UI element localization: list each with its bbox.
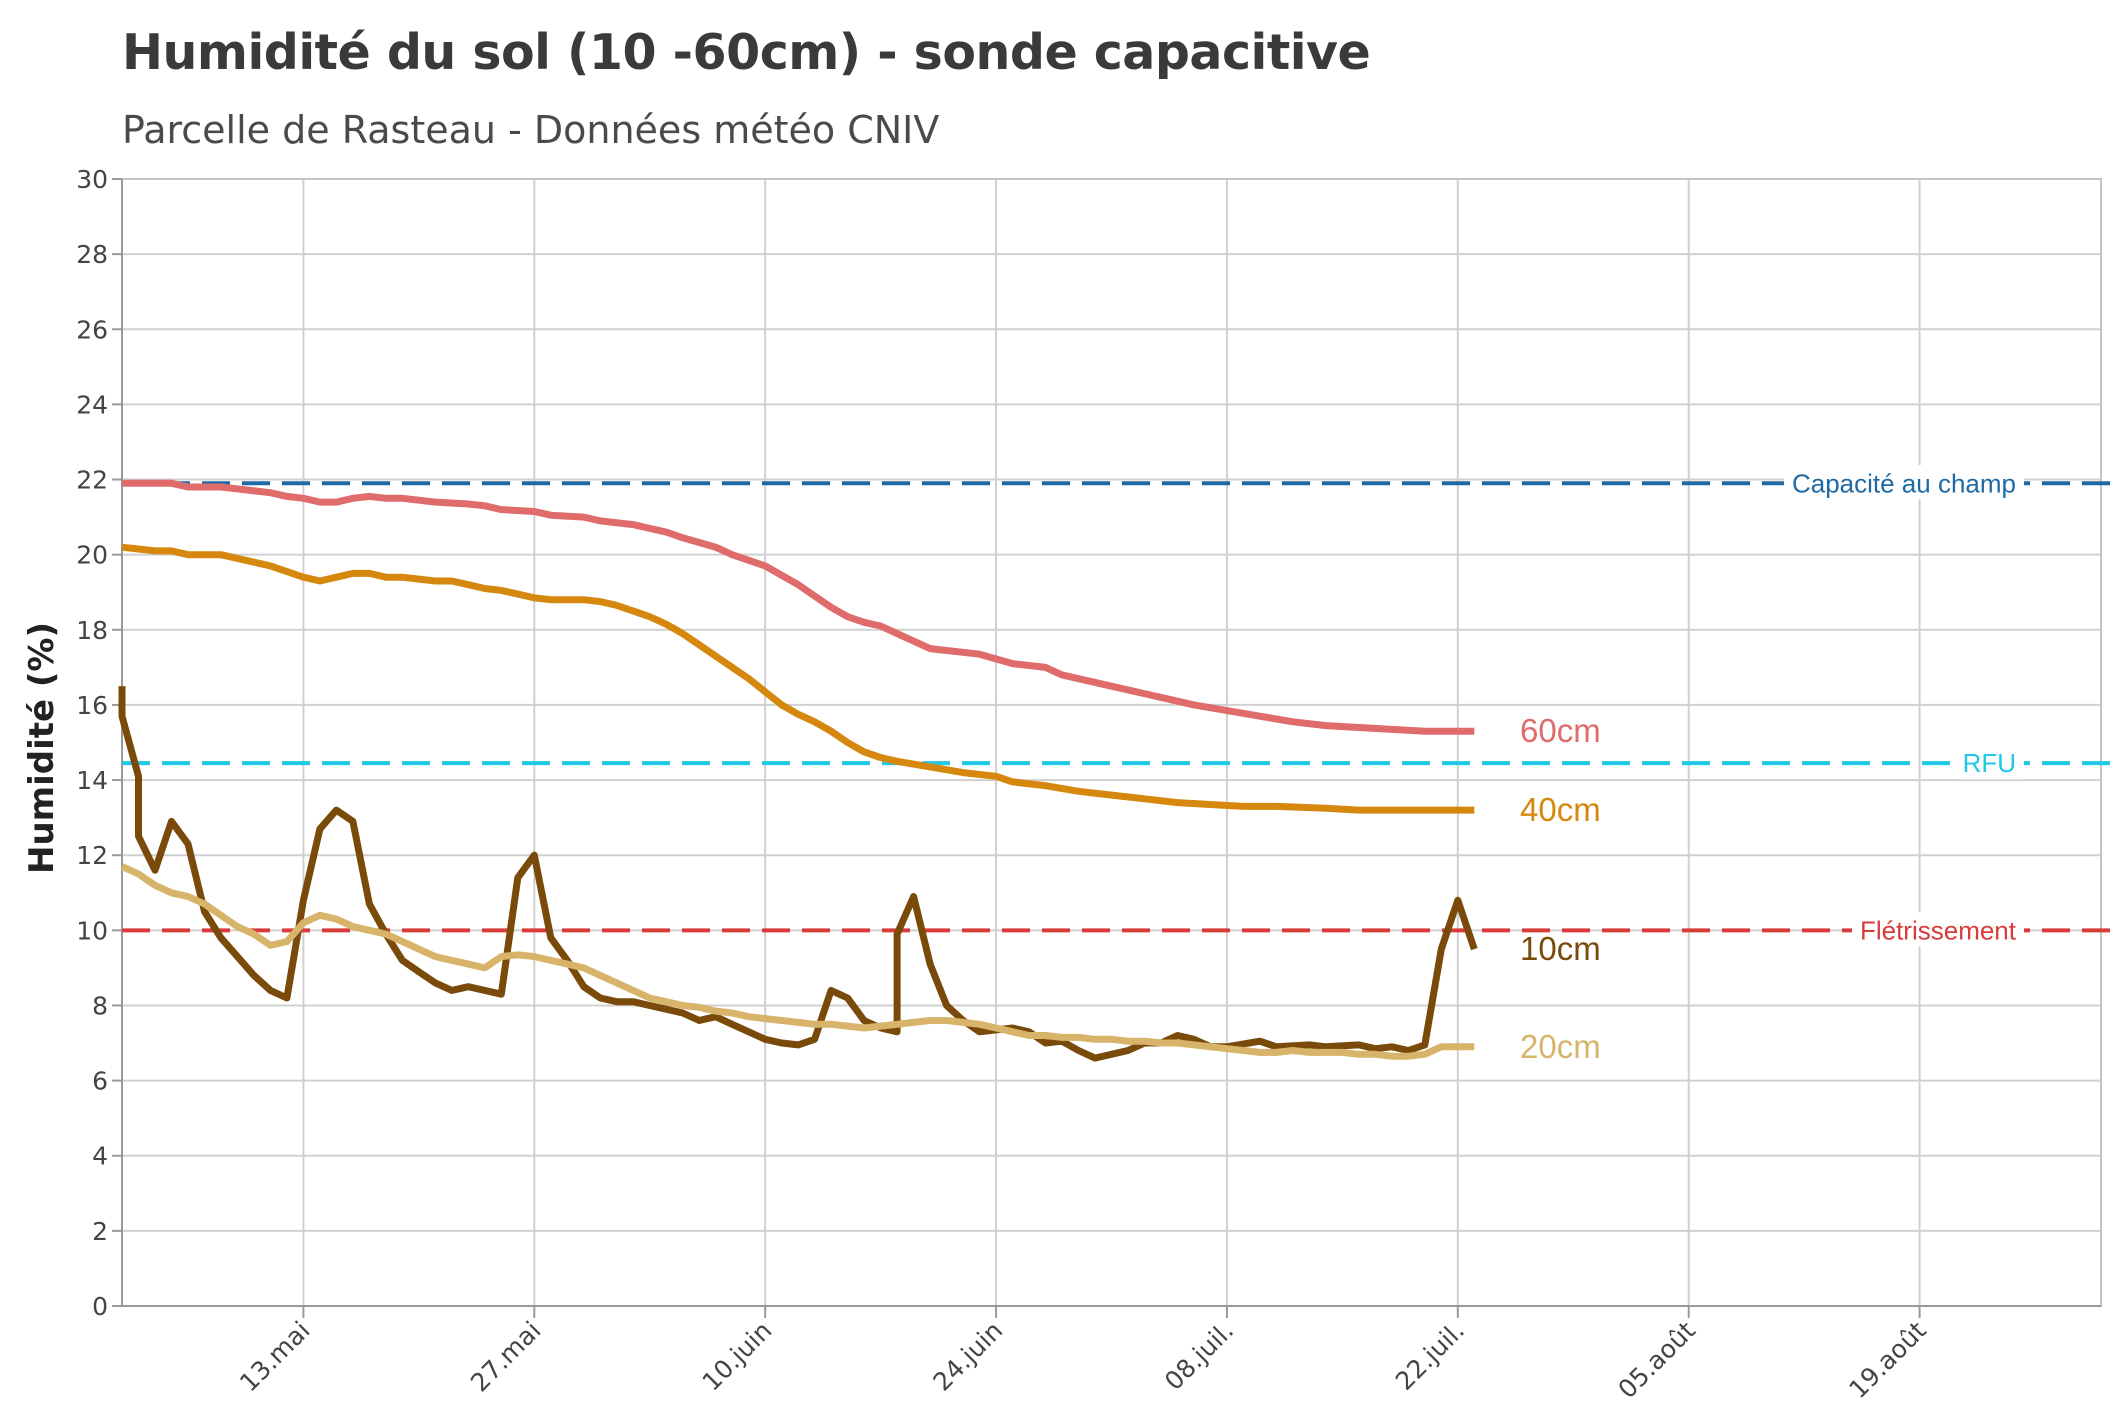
y-tick-label: 8: [92, 991, 108, 1020]
y-tick-label: 24: [76, 390, 108, 419]
y-tick-label: 0: [92, 1292, 108, 1321]
y-tick-label: 4: [92, 1142, 108, 1171]
x-tick-label: 24.juin: [927, 1316, 1008, 1397]
x-axis: 13.mai 27.mai 10.juin 24.juin 08.juil. 22.jui…: [122, 1305, 2101, 1405]
series-label-40cm: 40cm: [1520, 791, 1601, 828]
y-tick-label: 30: [76, 165, 108, 194]
y-tick-label: 20: [76, 541, 108, 570]
x-tick-label: 05.août: [1613, 1316, 1702, 1405]
series-line-40cm: [121, 543, 1475, 814]
reference-label-background: [1954, 745, 2024, 780]
y-tick-label: 16: [76, 691, 108, 720]
chart-subtitle: Parcelle de Rasteau - Données météo CNIV: [122, 108, 940, 152]
y-axis-title: Humidité (%): [22, 622, 62, 874]
x-tick-label: 08.juil.: [1159, 1316, 1239, 1396]
y-tick-label: 22: [76, 466, 108, 495]
y-tick-label: 14: [76, 766, 108, 795]
plot-frame: [121, 178, 2102, 1307]
reference-label-fletrissement: Flétrissement: [1860, 915, 2017, 945]
x-tick-label: 22.juil.: [1390, 1316, 1470, 1396]
series-label-20cm: 20cm: [1520, 1028, 1601, 1065]
y-tick-label: 6: [92, 1067, 108, 1096]
series-label-60cm: 60cm: [1520, 712, 1601, 749]
series-line-20cm: [120, 863, 1475, 1060]
reference-label-capacite-au-champ: Capacité au champ: [1792, 468, 2016, 498]
chart-grid: [121, 178, 2102, 1307]
y-tick-label: 26: [76, 315, 108, 344]
y-tick-label: 10: [76, 916, 108, 945]
x-tick-label: 19.août: [1843, 1316, 1932, 1405]
series-lines: [118, 479, 1478, 1062]
series-label-10cm: 10cm: [1520, 930, 1601, 967]
series-line-60cm: [122, 479, 1475, 735]
y-tick-label: 18: [76, 616, 108, 645]
y-tick-label: 28: [76, 240, 108, 269]
x-tick-label: 10.juin: [697, 1316, 778, 1397]
chart-title: Humidité du sol (10 -60cm) - sonde capac…: [122, 24, 1371, 81]
x-tick-label: 27.mai: [465, 1316, 547, 1398]
y-tick-label: 12: [76, 841, 108, 870]
reference-lines: Capacité au champ RFU Flétrissement: [122, 465, 2115, 947]
series-labels: 60cm 40cm 10cm 20cm: [1520, 712, 1601, 1065]
y-tick-label: 2: [92, 1217, 108, 1246]
reference-label-background: [1851, 912, 2024, 947]
reference-label-background: [1783, 465, 2024, 500]
reference-label-rfu: RFU: [1963, 748, 2016, 778]
x-tick-label: 13.mai: [234, 1316, 316, 1398]
series-line-10cm: [118, 686, 1478, 1062]
